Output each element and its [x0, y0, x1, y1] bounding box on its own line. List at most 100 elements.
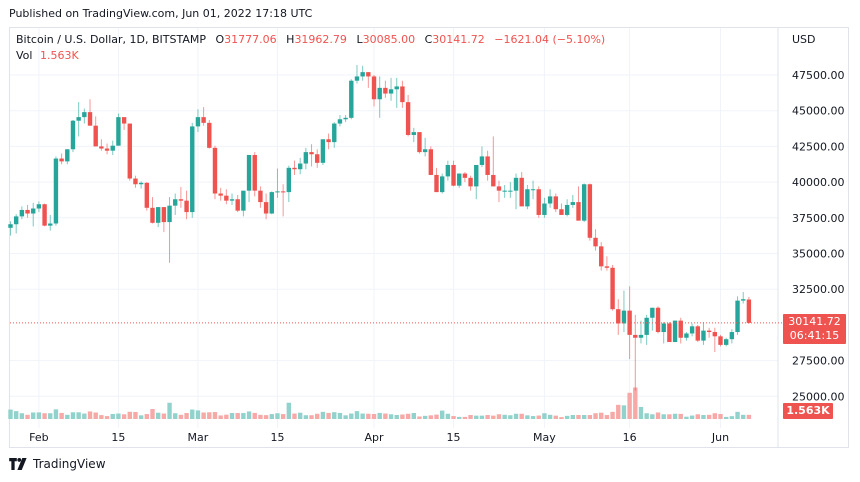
volume-bar — [491, 415, 496, 419]
chart-frame[interactable] — [9, 27, 849, 448]
volume-bar — [530, 416, 536, 419]
candle-body — [286, 167, 292, 193]
volume-bar — [212, 412, 218, 419]
candle-body — [457, 173, 462, 186]
volume-bar — [110, 413, 115, 419]
candle-body — [718, 336, 723, 345]
volume-value: 1.563K — [39, 49, 79, 62]
volume-bar — [173, 413, 178, 419]
candle-body — [337, 119, 343, 124]
candle-body — [593, 237, 598, 247]
volume-bar — [184, 413, 189, 419]
volume-bar — [269, 414, 274, 419]
volume-bar — [25, 414, 30, 419]
volume-bar — [59, 412, 64, 419]
candle-body — [502, 190, 507, 192]
candle-body — [428, 149, 434, 175]
candle-body — [536, 189, 541, 215]
price-tick-label: 40000.00 — [792, 176, 845, 189]
volume-bar — [127, 411, 132, 419]
candle-body — [201, 117, 206, 123]
currency-label[interactable]: USD — [792, 33, 816, 46]
volume-bar — [36, 412, 42, 419]
candle-body — [468, 177, 473, 187]
candle-body — [190, 126, 195, 213]
candle-body — [53, 158, 59, 224]
price-tick-label: 47500.00 — [792, 69, 845, 82]
candle-body — [627, 310, 632, 335]
candle-body — [252, 154, 257, 191]
tradingview-logo-icon — [9, 458, 27, 470]
volume-bar — [65, 414, 70, 419]
volume-bar — [542, 413, 547, 419]
volume-bar — [207, 412, 212, 419]
candle-body — [315, 154, 320, 163]
footer-brand[interactable]: TradingView — [9, 457, 106, 471]
chart-legend: Bitcoin / U.S. Dollar, 1D, BITSTAMP O317… — [16, 33, 605, 62]
volume-bar — [155, 412, 161, 419]
candle-body — [496, 186, 502, 191]
volume-bar — [723, 416, 729, 419]
candle-body — [275, 191, 280, 193]
candle-body — [195, 117, 201, 127]
candle-body — [13, 216, 19, 225]
candle-body — [570, 202, 576, 205]
candle-body — [343, 117, 348, 120]
candle-body — [42, 204, 47, 226]
candle-body — [76, 117, 81, 121]
volume-bar — [99, 415, 104, 419]
volume-bar — [31, 412, 36, 419]
symbol-name[interactable]: Bitcoin / U.S. Dollar, 1D, BITSTAMP — [16, 33, 206, 46]
volume-bar — [218, 415, 223, 419]
candle-body — [383, 87, 388, 94]
volume-bar — [741, 414, 746, 419]
candle-body — [8, 224, 13, 228]
volume-bar — [536, 415, 541, 419]
candle-body — [207, 122, 212, 148]
volume-bar — [434, 414, 439, 419]
candle-body — [678, 320, 683, 338]
volume-bar — [525, 415, 530, 419]
volume-bar — [13, 411, 19, 419]
candle-body — [241, 190, 246, 211]
candle-body — [303, 152, 309, 164]
volume-bar — [667, 414, 672, 419]
volume-bar — [138, 415, 144, 419]
price-tick-label: 45000.00 — [792, 105, 845, 118]
candle-body — [366, 72, 371, 77]
volume-bar — [701, 415, 706, 419]
candle-body — [445, 164, 451, 177]
candle-body — [87, 112, 93, 126]
volume-bar — [190, 409, 195, 419]
candle-body — [48, 223, 53, 226]
time-tick-label: May — [533, 431, 556, 444]
candle-body — [735, 300, 740, 333]
candle-body — [621, 310, 627, 324]
price-tick-label: 27500.00 — [792, 355, 845, 368]
volume-bar — [275, 413, 280, 419]
volume-bar — [343, 415, 348, 419]
volume-bar — [457, 416, 462, 419]
candle-body — [616, 309, 621, 324]
volume-bar — [502, 414, 507, 419]
volume-bar — [252, 412, 257, 419]
candle-body — [633, 334, 638, 338]
volume-bar — [564, 415, 570, 419]
candle-body — [246, 154, 252, 191]
volume-bar — [695, 414, 700, 419]
candle-body — [263, 202, 269, 214]
candle-body — [513, 177, 519, 191]
candle-body — [326, 139, 331, 143]
volume-bar — [718, 413, 723, 419]
volume-bar — [70, 412, 76, 419]
candle-body — [161, 207, 167, 223]
candle-body — [746, 299, 752, 323]
candle-body — [31, 208, 36, 214]
price-tick-label: 25000.00 — [792, 390, 845, 403]
candle-body — [133, 178, 138, 185]
volume-bar — [195, 410, 201, 419]
candle-body — [377, 87, 382, 100]
volume-bar — [610, 411, 615, 419]
volume-bar — [53, 409, 59, 419]
